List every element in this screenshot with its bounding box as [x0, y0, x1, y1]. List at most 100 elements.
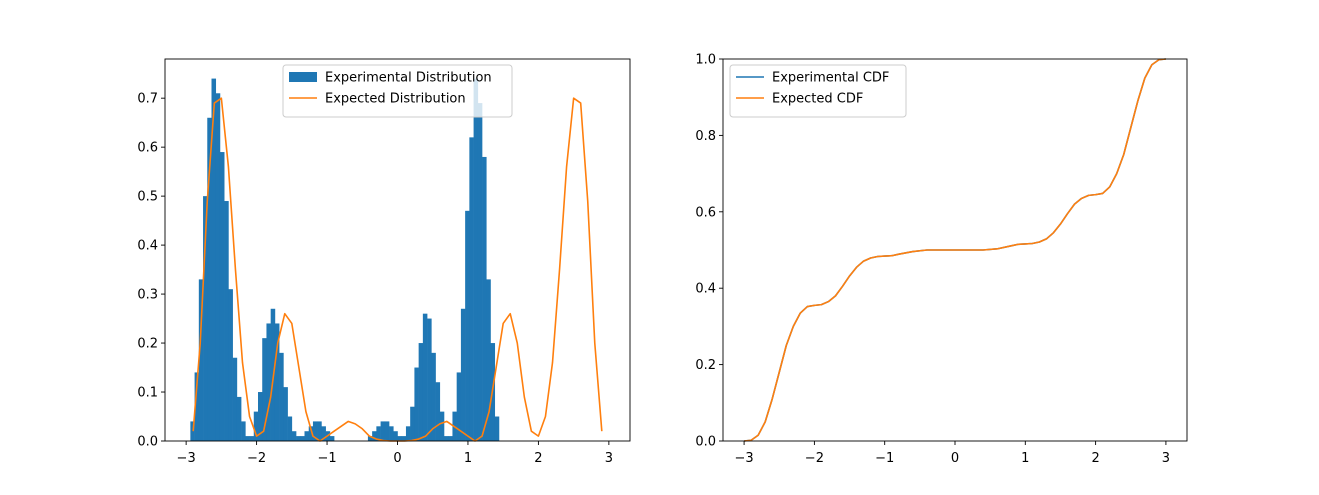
histogram-bar: [460, 308, 466, 441]
histogram-bar: [444, 436, 449, 441]
x-tick-label: 0: [951, 451, 959, 466]
legend-label: Experimental Distribution: [325, 71, 492, 86]
histogram-bar: [414, 367, 419, 441]
histogram-bar: [494, 416, 500, 441]
histogram-bar: [439, 411, 445, 441]
histogram-bar: [279, 352, 284, 441]
y-tick-label: 0.0: [137, 435, 158, 450]
histogram-bar: [296, 436, 301, 441]
histogram-bar: [397, 436, 403, 441]
x-tick-label: −2: [805, 451, 824, 466]
x-tick-label: 3: [1162, 451, 1170, 466]
x-tick-label: −1: [317, 451, 336, 466]
histogram-bar: [418, 343, 424, 441]
histogram-bar: [291, 431, 297, 441]
histogram-bar: [283, 387, 288, 441]
x-tick-label: 3: [605, 451, 613, 466]
x-tick-label: −1: [875, 451, 894, 466]
y-tick-label: 1.0: [695, 53, 716, 68]
series-line: [744, 58, 1166, 442]
histogram-bar: [422, 313, 428, 441]
y-tick-label: 0.4: [137, 239, 158, 254]
histogram-panel: −3 −2 −1 0 1 2 3 0.0 0.1 0.2 0.3 0.4 0.5 0.6 0.7 Experi…: [137, 58, 631, 466]
legend: Experimental CDF Expected CDF: [729, 64, 907, 118]
y-tick-label: 0.3: [137, 288, 158, 303]
histogram-bar: [262, 338, 267, 441]
legend-label: Experimental CDF: [772, 71, 889, 86]
histogram-bar: [367, 436, 373, 441]
legend-box: [729, 64, 907, 118]
histogram-bar: [211, 78, 217, 441]
histogram-bar: [312, 421, 318, 441]
plot-area: [190, 78, 603, 442]
histogram-bar: [448, 436, 453, 441]
histogram-bar: [477, 103, 483, 441]
y-tick-label: 0.0: [695, 435, 716, 450]
y-tick-label: 0.1: [137, 386, 158, 401]
histogram-bar: [410, 406, 415, 441]
histogram-bar: [241, 421, 246, 441]
y-tick-label: 0.6: [695, 205, 716, 220]
y-tick-label: 0.2: [137, 337, 158, 352]
x-tick-label: −3: [177, 451, 196, 466]
legend-box: [282, 64, 513, 118]
histogram-bar: [190, 421, 195, 441]
histogram-bar: [482, 156, 487, 441]
histogram-bar: [389, 426, 394, 441]
histogram-bar: [435, 382, 441, 441]
histogram-bar: [456, 372, 462, 441]
histogram-bar: [245, 436, 250, 441]
histogram-bar: [266, 323, 271, 441]
histogram-bar: [486, 279, 491, 441]
histogram-bar: [393, 431, 398, 441]
histogram-bar: [194, 372, 200, 441]
histogram-bar: [300, 436, 305, 441]
histogram-bar: [372, 431, 377, 441]
histogram-bar: [236, 396, 242, 441]
histogram-bar: [329, 436, 335, 441]
x-tick-label: 1: [464, 451, 472, 466]
histogram-bar: [219, 152, 225, 442]
histogram-bar: [253, 411, 259, 441]
histogram-bar: [384, 421, 390, 441]
y-tick-label: 0.6: [137, 141, 158, 156]
y-tick-label: 0.5: [137, 190, 158, 205]
histogram-bar: [198, 279, 204, 441]
y-tick-label: 0.4: [695, 282, 716, 297]
histogram-bar: [215, 93, 221, 441]
histogram-bar: [232, 357, 238, 441]
histogram-bar: [376, 426, 381, 441]
x-tick-label: −3: [735, 451, 754, 466]
histogram-bar: [431, 352, 436, 441]
histogram-bar: [249, 436, 255, 441]
x-tick-label: 0: [393, 451, 401, 466]
legend: Experimental Distribution Expected Distri…: [282, 64, 513, 118]
histogram-bar: [405, 426, 411, 441]
plot-area: [744, 58, 1166, 442]
y-tick-label: 0.8: [695, 129, 716, 144]
x-tick-label: 1: [1021, 451, 1029, 466]
legend-label: Expected Distribution: [325, 92, 466, 107]
x-tick-label: −2: [247, 451, 266, 466]
histogram-bar: [304, 431, 310, 441]
legend-label: Expected CDF: [772, 92, 863, 107]
histogram-bar: [427, 318, 432, 441]
histogram-bar: [473, 78, 479, 441]
histogram-bar: [224, 201, 229, 441]
histogram-bar: [401, 436, 407, 441]
legend-swatch: [289, 72, 317, 82]
histogram-bar: [287, 416, 293, 441]
histogram-bar: [465, 210, 470, 441]
histogram-bar: [228, 289, 233, 441]
y-tick-label: 0.7: [137, 92, 158, 107]
histogram-bar: [469, 137, 474, 442]
y-tick-label: 0.2: [695, 358, 716, 373]
histogram-bar: [207, 117, 212, 442]
histogram-bar: [308, 426, 314, 441]
histogram-bar: [380, 421, 386, 441]
x-tick-label: 2: [534, 451, 542, 466]
histogram-bar: [203, 196, 208, 441]
x-tick-label: 2: [1091, 451, 1099, 466]
histogram-bar: [317, 421, 322, 441]
